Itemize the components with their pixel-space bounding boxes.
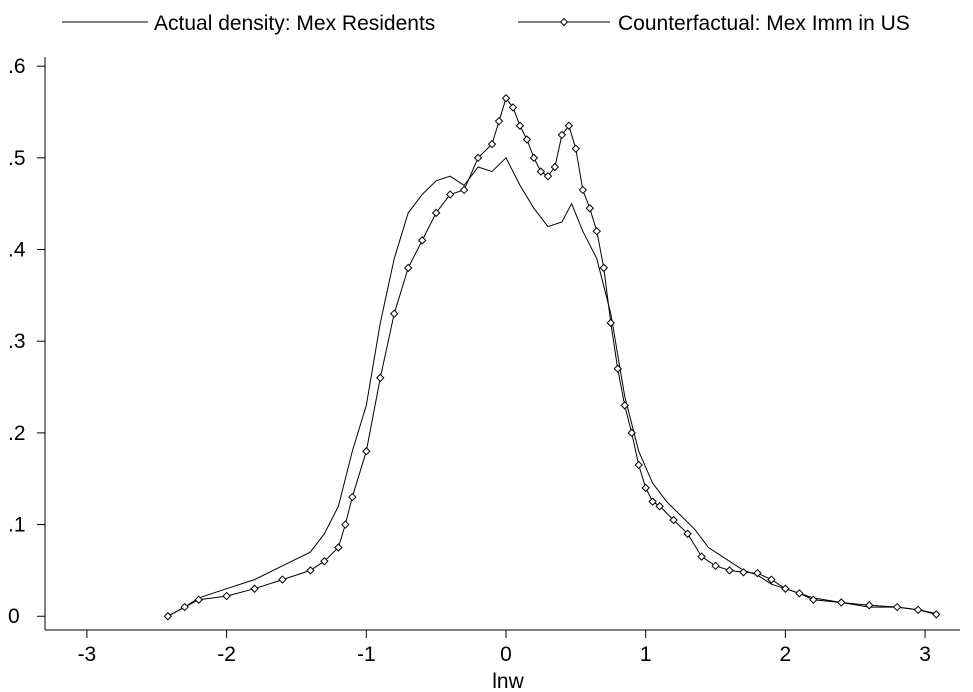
legend-diamond-marker xyxy=(559,17,569,27)
data-point-diamond xyxy=(571,144,581,153)
data-point-diamond xyxy=(180,602,189,612)
y-ticks: 0 .1 .2 .3 .4 .5 .6 xyxy=(8,55,45,628)
data-point-diamond xyxy=(501,94,511,103)
data-point-diamond xyxy=(522,135,532,144)
legend-item-counterfactual: Counterfactual: Mex Imm in US xyxy=(518,12,910,35)
legend-label-counterfactual: Counterfactual: Mex Imm in US xyxy=(618,12,910,35)
data-point-diamond xyxy=(417,236,427,245)
x-tick-label: -3 xyxy=(78,643,97,666)
data-point-diamond xyxy=(837,598,846,607)
data-point-diamond xyxy=(194,595,203,604)
data-point-diamond xyxy=(543,171,553,181)
data-point-diamond xyxy=(341,520,350,529)
data-point-diamond xyxy=(250,584,259,593)
data-point-diamond xyxy=(550,162,560,172)
axes: -3 -2 -1 0 1 2 3 0 .1 .2 .3 .4 .5 .6 lnw xyxy=(8,55,960,692)
data-point-diamond xyxy=(753,568,762,578)
data-point-diamond xyxy=(697,552,706,561)
x-tick-label: 1 xyxy=(640,643,652,666)
data-point-diamond xyxy=(592,226,602,236)
data-point-diamond xyxy=(627,428,636,438)
data-point-diamond xyxy=(473,153,483,163)
x-tick-label: 2 xyxy=(780,643,792,666)
data-point-diamond xyxy=(795,589,804,598)
y-tick-label: .2 xyxy=(8,422,26,445)
data-point-diamond xyxy=(864,601,874,610)
data-point-diamond xyxy=(683,529,692,538)
data-point-diamond xyxy=(445,190,455,199)
data-point-diamond xyxy=(913,605,923,615)
data-point-diamond xyxy=(362,447,371,456)
legend-label-actual: Actual density: Mex Residents xyxy=(154,12,435,35)
data-point-diamond xyxy=(932,610,941,619)
data-point-diamond xyxy=(606,318,615,328)
data-point-diamond xyxy=(809,595,818,604)
y-tick-label: .4 xyxy=(8,239,26,262)
data-point-diamond xyxy=(620,401,629,410)
data-point-diamond xyxy=(306,566,315,575)
legend-item-actual: Actual density: Mex Residents xyxy=(62,12,435,35)
data-point-diamond xyxy=(781,584,790,593)
data-point-diamond xyxy=(536,167,546,176)
data-point-diamond xyxy=(767,575,776,584)
y-tick-label: .1 xyxy=(8,514,26,537)
data-point-diamond xyxy=(655,502,664,511)
data-point-diamond xyxy=(459,185,469,195)
data-point-diamond xyxy=(564,121,574,130)
y-tick-label: .3 xyxy=(8,330,26,353)
data-point-diamond xyxy=(892,602,902,612)
data-point-diamond xyxy=(390,309,399,318)
data-point-diamond xyxy=(613,364,622,373)
data-point-diamond xyxy=(599,263,608,273)
x-ticks: -3 -2 -1 0 1 2 3 xyxy=(78,630,931,666)
data-point-diamond xyxy=(163,612,173,621)
data-point-diamond xyxy=(348,492,357,502)
x-tick-label: -1 xyxy=(357,643,376,666)
data-point-diamond xyxy=(669,515,678,525)
data-point-diamond xyxy=(494,116,504,126)
x-axis-title: lnw xyxy=(492,670,524,692)
data-point-diamond xyxy=(578,185,588,195)
x-tick-label: -2 xyxy=(217,643,236,666)
data-point-diamond xyxy=(222,591,231,601)
data-point-diamond xyxy=(634,460,643,470)
data-point-diamond xyxy=(431,208,441,218)
x-tick-label: 3 xyxy=(919,643,931,666)
y-tick-label: .6 xyxy=(8,55,26,78)
x-tick-label: 0 xyxy=(500,643,512,666)
series-line-1 xyxy=(167,97,937,617)
data-point-diamond xyxy=(508,103,518,112)
data-point-diamond xyxy=(557,130,567,140)
data-point-diamond xyxy=(739,568,748,577)
data-point-diamond xyxy=(725,566,734,575)
data-point-diamond xyxy=(320,557,329,566)
data-point-diamond xyxy=(585,204,595,213)
plot-series xyxy=(163,94,941,621)
y-tick-label: 0 xyxy=(8,605,20,628)
legend: Actual density: Mex Residents Counterfac… xyxy=(62,12,910,35)
data-point-diamond xyxy=(641,483,650,493)
data-point-diamond xyxy=(487,139,497,149)
data-point-diamond xyxy=(334,543,343,552)
data-point-diamond xyxy=(278,575,287,584)
data-point-diamond xyxy=(376,373,385,383)
y-tick-label: .5 xyxy=(8,147,26,170)
data-point-diamond xyxy=(648,497,657,506)
data-point-diamond xyxy=(711,561,720,571)
data-point-diamond xyxy=(515,121,525,130)
data-point-diamond xyxy=(529,153,539,163)
data-point-diamond xyxy=(403,263,413,273)
series-line-0 xyxy=(167,156,937,617)
